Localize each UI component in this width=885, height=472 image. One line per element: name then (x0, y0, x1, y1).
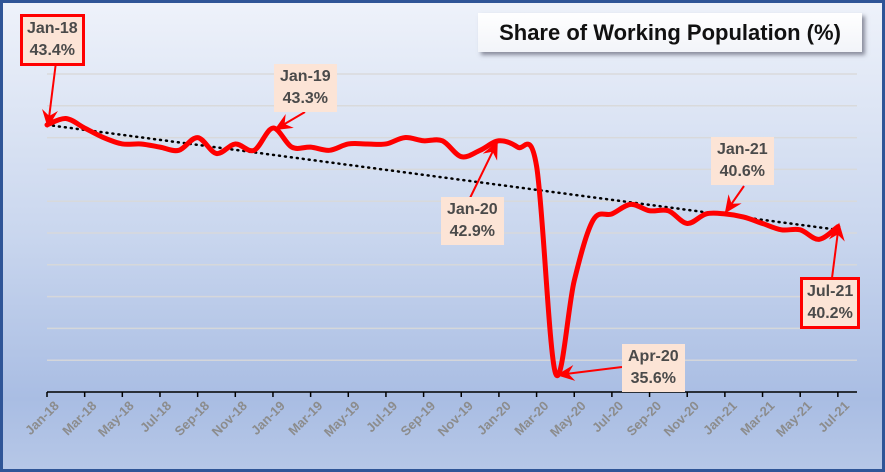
callout-label: Jan-19 (280, 68, 331, 85)
callout-value: 40.6% (719, 163, 766, 180)
callout-label: Jan-18 (27, 20, 78, 37)
chart-title: Share of Working Population (%) (478, 13, 862, 52)
callout-arrow-jan-19 (274, 111, 306, 131)
callout-apr-20: Apr-20 35.6% (622, 344, 685, 392)
callout-value: 43.3% (282, 90, 329, 107)
callout-value: 42.9% (449, 223, 496, 240)
callout-jan-18: Jan-18 43.4% (20, 14, 85, 66)
callout-jul-21: Jul-21 40.2% (800, 277, 861, 329)
callout-value: 40.2% (807, 305, 853, 322)
callout-label: Jan-21 (717, 141, 768, 158)
data-line (44, 116, 841, 379)
callout-value: 35.6% (630, 370, 677, 387)
callout-label: Apr-20 (628, 348, 679, 365)
callout-arrow-jul-21 (828, 222, 845, 279)
callout-label: Jan-20 (447, 201, 498, 218)
callout-label: Jul-21 (807, 283, 854, 300)
callout-arrow-jan-21 (724, 185, 745, 214)
callout-arrow-apr-20 (556, 365, 623, 381)
callout-arrow-jan-20 (469, 140, 498, 199)
callout-jan-21: Jan-21 40.6% (711, 137, 774, 185)
callout-value: 43.4% (29, 42, 76, 59)
callout-jan-20: Jan-20 42.9% (441, 197, 504, 245)
callout-jan-19: Jan-19 43.3% (274, 64, 337, 112)
callout-arrow-jan-18 (42, 61, 58, 128)
